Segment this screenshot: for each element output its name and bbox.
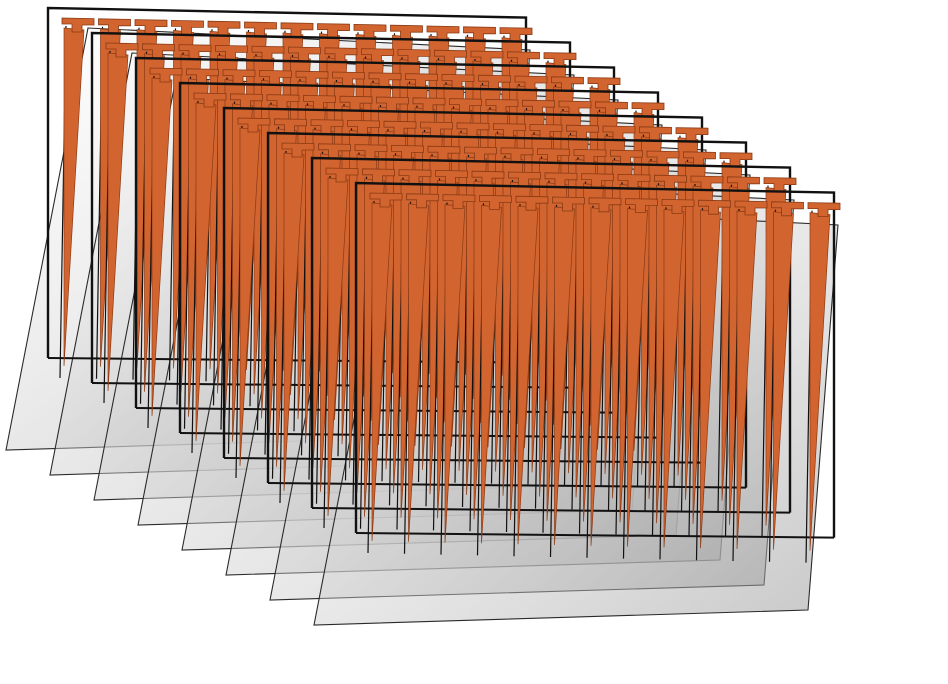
antenna-rows [46,6,841,563]
antenna-t-head [406,193,439,209]
row-frame [310,156,792,513]
antenna-t-head [61,17,95,33]
antenna-t-head [588,197,622,213]
antenna-t-head [515,195,549,211]
antenna-t-head [698,199,731,215]
antenna-t-head [625,198,658,214]
antenna-row [354,181,841,563]
antenna-t-head [552,196,585,212]
antenna-t-head [237,117,271,133]
row-frame-bottom [355,532,835,539]
antenna-t-head [149,67,183,83]
antenna-t-head [442,194,476,210]
antenna-t-head [369,192,403,208]
antenna-t-head [193,92,227,108]
antenna-t-head [325,167,359,183]
antenna-t-head [734,200,768,216]
row-frame [354,181,836,538]
antenna-t-head [105,42,139,58]
antenna-t-head [807,202,841,218]
antenna-t-head [771,201,804,217]
antenna-t-head [661,198,695,214]
antenna-t-head [281,142,315,158]
antenna-fin [809,212,831,551]
antenna-t-head [479,194,512,210]
